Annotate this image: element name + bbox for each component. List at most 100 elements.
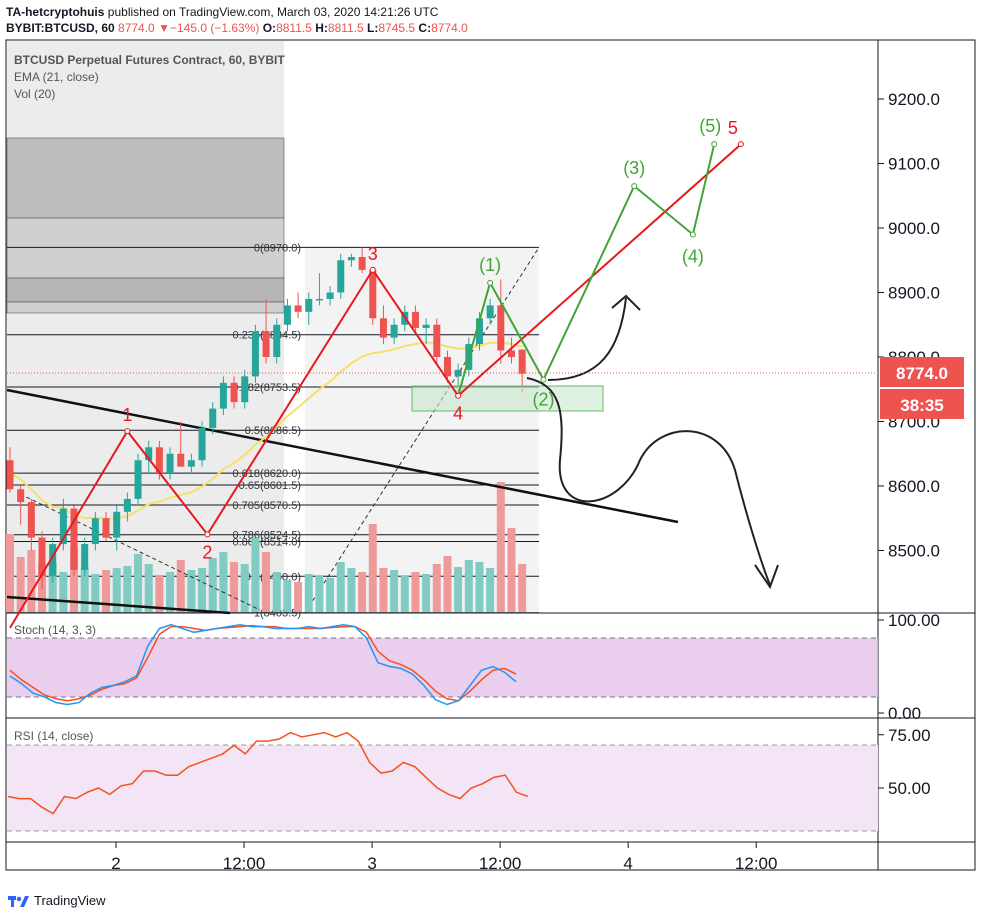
- volume-bar: [315, 576, 324, 612]
- volume-bar: [454, 567, 463, 612]
- low-value: 8745.5: [378, 21, 416, 35]
- wave-red-path: [9, 143, 742, 629]
- volume-bar: [251, 538, 260, 612]
- candle-body: [283, 305, 291, 325]
- candle-body: [70, 508, 78, 570]
- fib-level-label: 0.382(8753.5): [233, 382, 302, 394]
- footer[interactable]: TradingView: [8, 893, 106, 908]
- ema-legend: EMA (21, close): [14, 70, 99, 84]
- candle-body: [251, 331, 259, 377]
- time-tick-label: 3: [367, 854, 376, 873]
- candle-body: [219, 382, 227, 409]
- candle-body: [123, 498, 131, 512]
- volume-bar: [102, 570, 111, 612]
- volume-bar: [422, 574, 431, 612]
- candle-body: [166, 453, 174, 474]
- volume-bar: [400, 576, 409, 612]
- price-axis: 9200.09100.09000.08900.08800.08700.08600…: [878, 90, 940, 561]
- stoch-tick-label: 0.00: [888, 704, 921, 723]
- time-tick-label: 12:00: [479, 854, 522, 873]
- volume-bar: [187, 570, 196, 612]
- volume-bar: [347, 568, 356, 612]
- volume-bar: [198, 568, 207, 612]
- last-price: 8774.0: [118, 21, 155, 35]
- candle-body: [177, 453, 185, 467]
- volume-bar: [176, 560, 185, 612]
- rsi-tick-label: 50.00: [888, 779, 931, 798]
- wave-labels: 1 2 3 4 5 (1) (2) (3) (4) (5): [122, 116, 744, 562]
- wave-green-label-point: [487, 279, 494, 286]
- candle-body: [262, 331, 270, 357]
- candle-body: [59, 508, 67, 545]
- candle-body: [38, 537, 46, 577]
- rsi-band: [7, 745, 878, 831]
- volume-bar: [112, 568, 121, 612]
- publish-line: TA-hetcryptohuis published on TradingVie…: [6, 5, 438, 19]
- volume-bar: [134, 554, 143, 612]
- volume-bar: [208, 558, 217, 612]
- candle-body: [294, 305, 302, 312]
- volume-bar: [123, 566, 132, 612]
- countdown-badge-text: 38:35: [900, 396, 943, 415]
- volume-bar: [230, 562, 239, 612]
- candle-body: [155, 447, 163, 474]
- wave-green-label: (5): [699, 116, 721, 136]
- fib-trend-line: [304, 247, 540, 614]
- wave-red-label: 5: [728, 118, 738, 138]
- volume-bar: [27, 550, 36, 612]
- fib-level-label: 0.805(8514.0): [233, 536, 302, 548]
- volume-bar: [486, 568, 495, 612]
- rsi-legend: RSI (14, close): [14, 729, 93, 743]
- candle-body: [433, 324, 441, 357]
- time-axis: 2 12:00 3 12:00 4 12:00: [111, 842, 777, 873]
- author: TA-hetcryptohuis: [6, 5, 105, 19]
- volume-bar: [70, 546, 79, 612]
- range-box: [6, 217, 285, 279]
- wave-green-label: (4): [682, 246, 704, 266]
- hand-arrow-up: [547, 297, 627, 381]
- close-value: 8774.0: [431, 21, 468, 35]
- volume-bar: [358, 572, 367, 612]
- low-label: L:: [367, 21, 379, 35]
- support-zone: [411, 385, 604, 412]
- candle-body: [145, 447, 153, 461]
- wave-green-label: (3): [623, 158, 645, 178]
- volume-bar: [80, 567, 89, 612]
- volume-bar: [59, 572, 68, 612]
- candle-body: [134, 460, 142, 499]
- candle-body: [17, 489, 25, 503]
- wave-red-label: 4: [453, 404, 463, 424]
- volume-bar: [283, 580, 292, 612]
- volume-bar: [91, 574, 100, 612]
- stoch-k-line: [9, 623, 517, 706]
- trendline-upper: [6, 388, 679, 524]
- wave-red-label: 2: [202, 542, 212, 562]
- candle-body: [6, 460, 14, 490]
- wave-green-label: (1): [479, 255, 501, 275]
- candle-body: [475, 318, 483, 345]
- stoch-tick-label: 100.00: [888, 611, 940, 630]
- chart-frame: [5, 39, 976, 871]
- wave-green-label-point: [711, 141, 718, 148]
- candle-body: [486, 305, 494, 319]
- price-tick-label: 8900.0: [888, 284, 940, 303]
- candle-body: [379, 318, 387, 338]
- open-value: 8811.5: [276, 21, 312, 35]
- wave-red-label-point: [204, 531, 211, 538]
- candle-body: [358, 257, 366, 270]
- candle-body: [454, 369, 462, 377]
- price-change: −145.0 (−1.63%): [169, 21, 260, 35]
- volume-bar: [219, 552, 228, 612]
- range-box: [6, 277, 285, 303]
- candle-body: [347, 257, 355, 261]
- candle-body: [102, 518, 110, 538]
- wave-red-label-point: [737, 141, 744, 148]
- time-tick-label: 2: [111, 854, 120, 873]
- price-tick-label: 8500.0: [888, 542, 940, 561]
- candle-body: [411, 311, 419, 328]
- hand-arrow-up-head-icon: [611, 294, 641, 311]
- volume-bar: [390, 570, 399, 612]
- price-badge: [880, 357, 964, 387]
- time-tick-label: 12:00: [735, 854, 778, 873]
